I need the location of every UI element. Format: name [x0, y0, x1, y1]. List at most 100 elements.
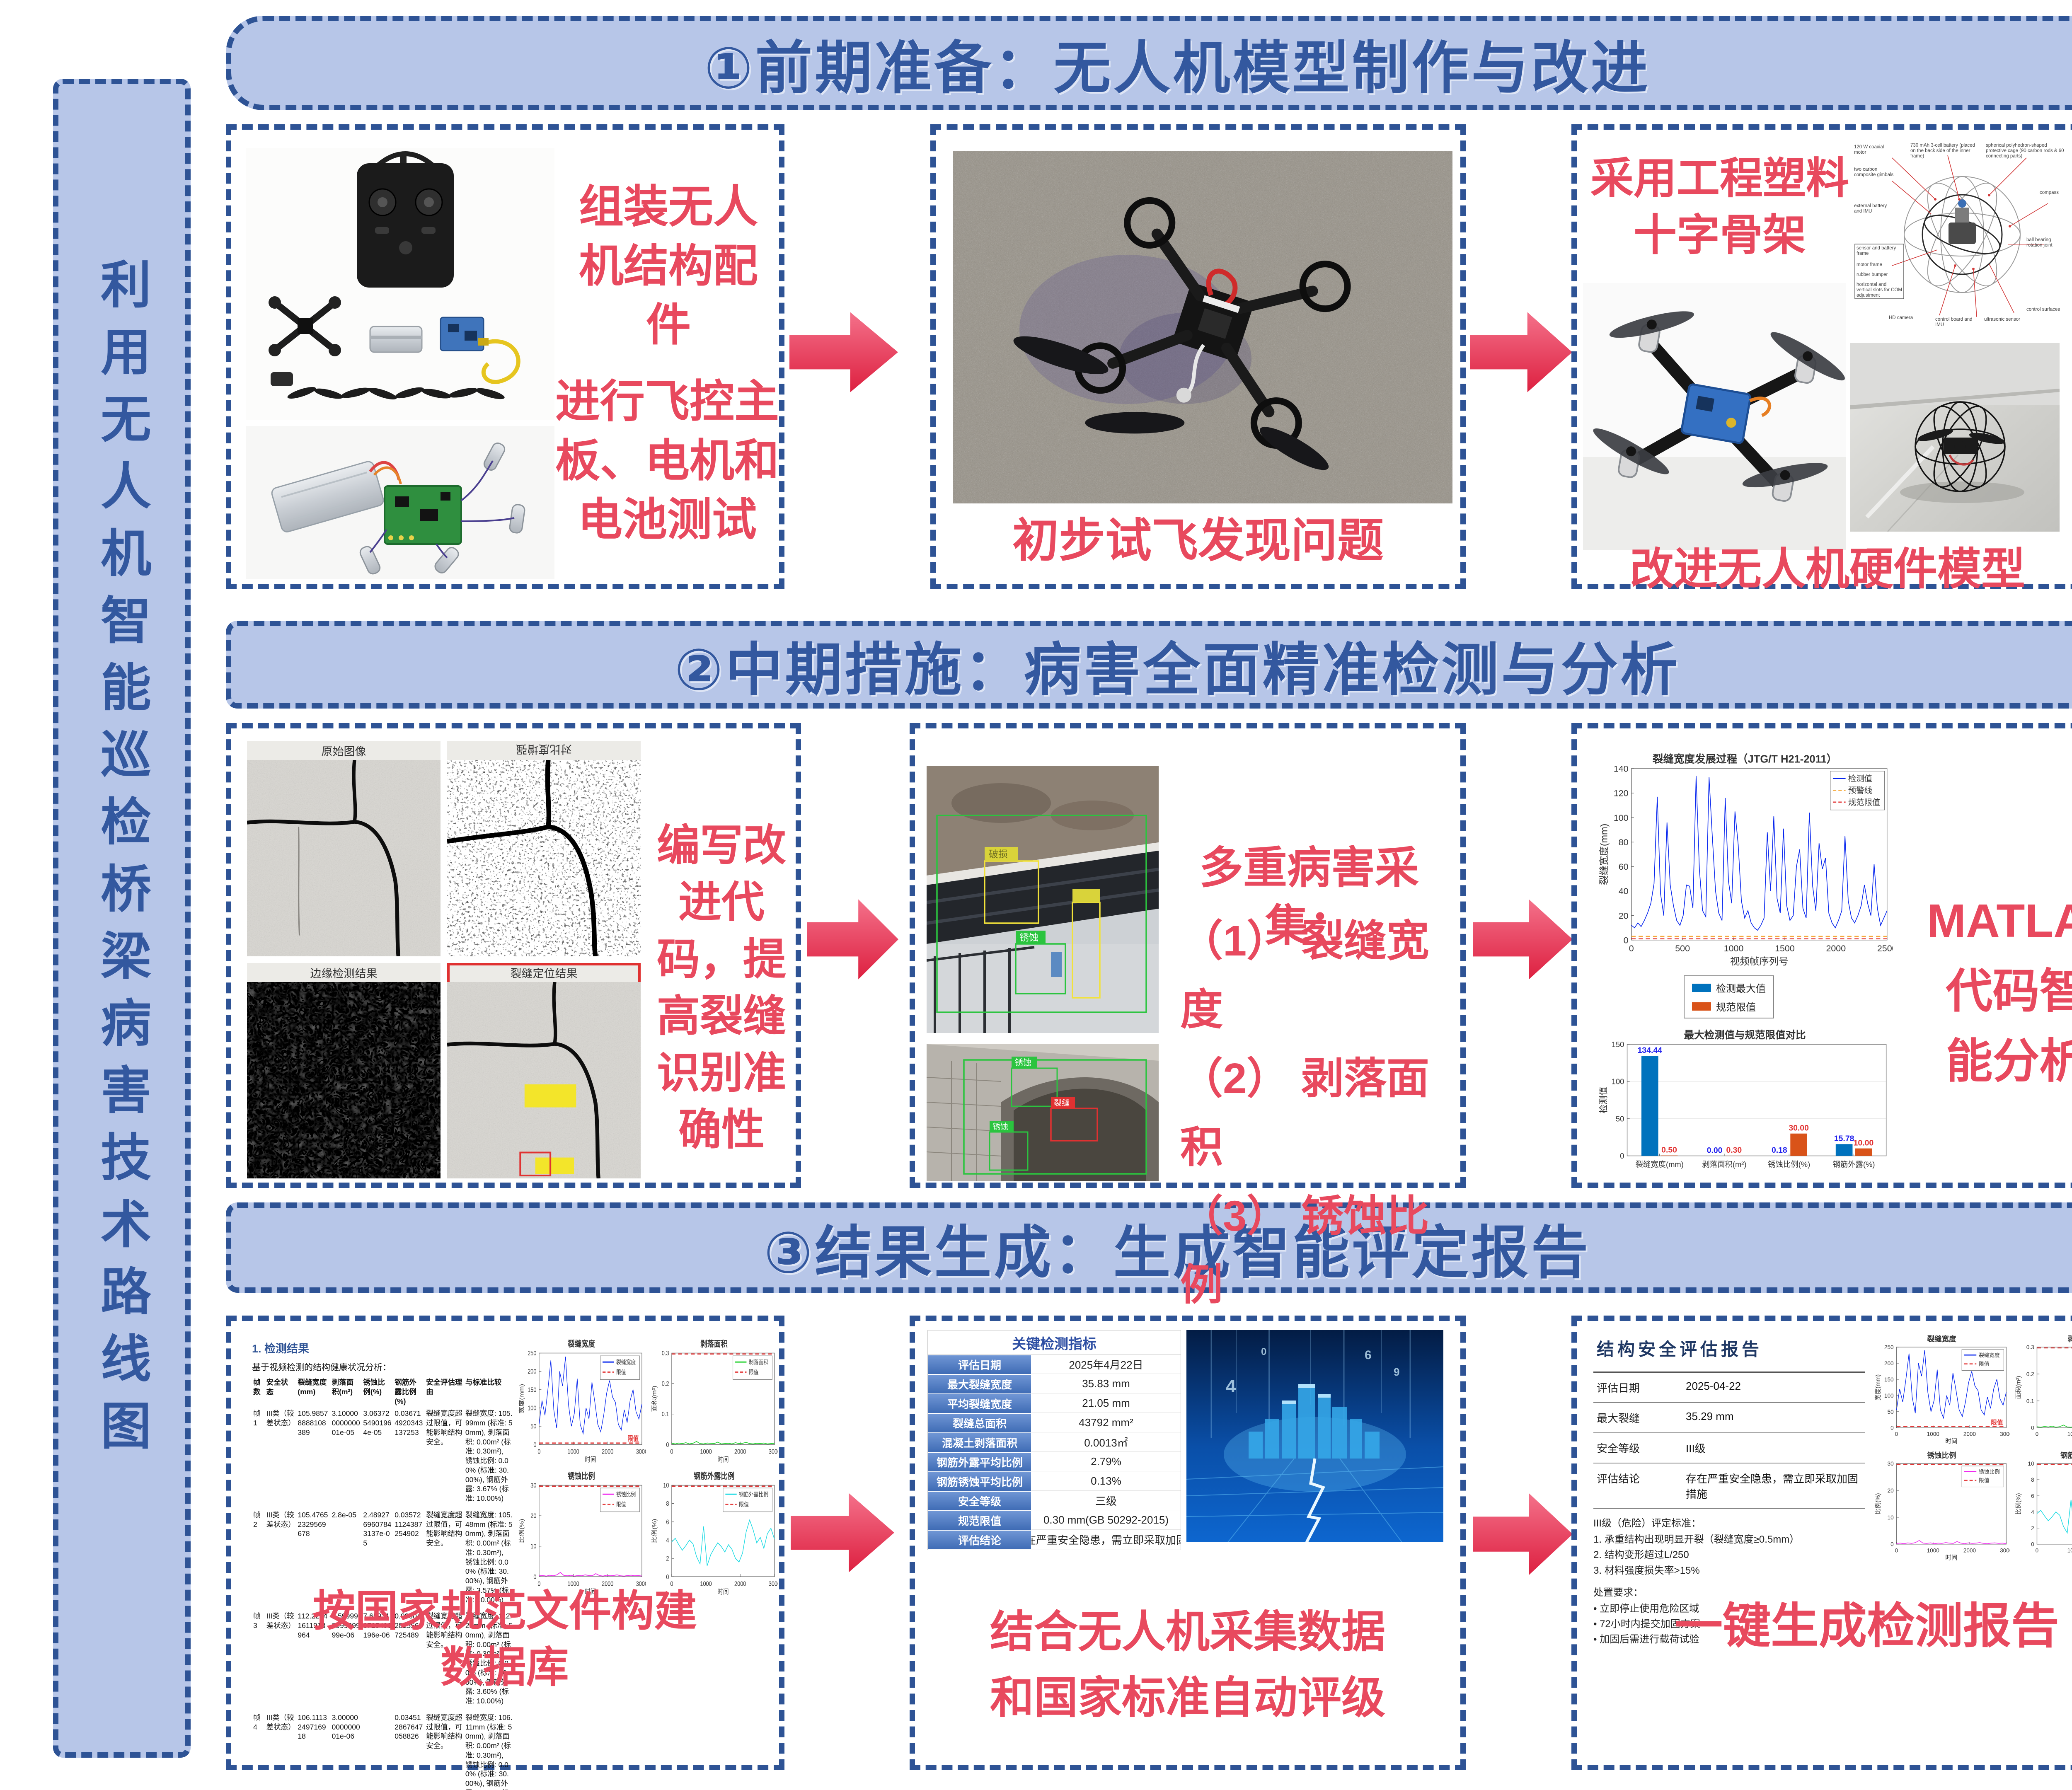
svg-text:50: 50	[1888, 1409, 1894, 1415]
table-cell: III类（较差状态）	[266, 1612, 295, 1630]
kv-value: 2.79%	[1031, 1452, 1181, 1471]
svg-text:0: 0	[1890, 1425, 1894, 1431]
legend-item-code-limit: 规范限值	[1692, 999, 1766, 1014]
diagram-annotation: two carbon composite gimbals	[1854, 167, 1894, 178]
legend-max-vs-limit: 检测最大值 规范限值	[1684, 975, 1774, 1018]
kv-value: 0.30 mm(GB 50292-2015)	[1031, 1511, 1181, 1530]
table-cell: 裂缝宽度: 105.99mm (标准: 50mm), 剥落面积: 0.00m² …	[465, 1409, 513, 1502]
section1-header-text: ①前期准备：无人机模型制作与改进	[704, 36, 1651, 100]
svg-text:2000: 2000	[1826, 943, 1846, 953]
kv-value: 2025年4月22日	[1031, 1355, 1181, 1374]
svg-text:宽度(mm): 宽度(mm)	[519, 1384, 525, 1414]
table-cell: 3.10000000000001e-05	[332, 1409, 360, 1437]
svg-text:10: 10	[530, 1543, 536, 1550]
table-cell: 105.98578888108389	[298, 1409, 328, 1437]
svg-text:140: 140	[1614, 764, 1629, 774]
svg-text:锈蚀: 锈蚀	[992, 1122, 1008, 1131]
svg-text:时间: 时间	[585, 1456, 596, 1464]
svg-text:0.2: 0.2	[2026, 1371, 2034, 1377]
table-header-cell: 锈蚀比例(%)	[363, 1378, 385, 1396]
svg-text:锈蚀比例: 锈蚀比例	[1927, 1451, 1956, 1459]
svg-text:锈蚀比例: 锈蚀比例	[1979, 1468, 2000, 1474]
svg-text:限值: 限值	[1979, 1477, 1990, 1483]
svg-text:剥落面积: 剥落面积	[700, 1339, 728, 1349]
report-field-row: 评估日期 2025-04-22	[1593, 1373, 1865, 1403]
svg-text:比例(%): 比例(%)	[651, 1519, 658, 1543]
legend-swatch-blue	[1692, 983, 1711, 992]
caption-improve-code: 编写改进代码，提高裂缝识别准确性	[656, 822, 786, 1154]
legend-item-detected-max: 检测最大值	[1692, 980, 1766, 995]
s2-disease-collection-box: 破损 锈蚀 锈蚀	[910, 723, 1466, 1446]
svg-text:锈蚀: 锈蚀	[1019, 932, 1038, 943]
s1-parts-assembly-box: 组装无人机结构配件 进行飞控主板、电机和电池测试	[226, 124, 784, 589]
diagram-annotation: HD camera	[1889, 315, 1913, 320]
svg-text:1000: 1000	[700, 1580, 712, 1587]
svg-text:钢筋外露比例: 钢筋外露比例	[739, 1490, 768, 1497]
svg-text:10: 10	[1888, 1514, 1894, 1520]
svg-text:100: 100	[1614, 813, 1629, 823]
s2-matlab-analysis-box: 裂缝宽度发展过程（JTG/T H21-2011） 0 500 1000 1500 2000…	[1571, 723, 2072, 1188]
frame-analysis-table: 帧数 安全状态 裂缝宽度(mm) 剥落面积(m²) 锈蚀比例(%) 钢筋外露比例(%) 安全…	[252, 1376, 514, 1790]
svg-text:时间: 时间	[585, 1588, 596, 1596]
caption-auto-rating: 结合无人机采集数据 和国家标准自动评级	[990, 1608, 1385, 1722]
table-cell: 帧3	[253, 1612, 261, 1630]
legend-swatch-orange	[1692, 1002, 1711, 1011]
diagram-annotation: spherical polyhedron-shaped protective c…	[1986, 143, 2064, 159]
s2-crack-code-box: 原始图像 对比度增强 边缘检测结果	[226, 723, 801, 1188]
caption-test-flight-problems: 初步试飞发现问题	[1012, 515, 1384, 566]
svg-text:100: 100	[1884, 1393, 1894, 1399]
svg-text:20: 20	[1619, 911, 1629, 921]
svg-text:6: 6	[1365, 1348, 1372, 1362]
svg-text:0: 0	[1620, 1151, 1624, 1160]
svg-text:0: 0	[666, 1442, 669, 1449]
svg-text:1000: 1000	[2067, 1431, 2072, 1437]
svg-text:0: 0	[2036, 1431, 2039, 1437]
svg-text:钢筋外露比例: 钢筋外露比例	[694, 1471, 734, 1481]
table-cell: 3.00000000000001e-06	[332, 1713, 360, 1741]
kv-label: 钢筋锈蚀平均比例	[928, 1472, 1031, 1491]
section2-header-text: ②中期措施：病害全面精准检测与分析	[674, 638, 1680, 702]
caption-multi-disease-title: 多重病害采集：	[1199, 844, 1419, 951]
table-cell: 1.59999999999999e-06	[332, 1612, 360, 1639]
svg-text:面积(m²): 面积(m²)	[651, 1386, 658, 1412]
report-intro: 基于视频检测的结构健康状况分析：	[252, 1363, 391, 1372]
svg-text:0: 0	[666, 1574, 669, 1581]
svg-text:50: 50	[1616, 1114, 1624, 1123]
crashed-drone-photo	[953, 151, 1452, 503]
diagram-annotation: 730 mAh 3-cell battery (placed on the ba…	[1910, 143, 1975, 159]
kv-label: 评估日期	[928, 1355, 1031, 1374]
svg-text:预警线: 预警线	[1848, 786, 1872, 795]
svg-text:0: 0	[2036, 1547, 2039, 1553]
svg-text:30.00: 30.00	[1789, 1123, 1809, 1132]
svg-text:1000: 1000	[567, 1580, 579, 1587]
flow-arrow-icon	[1473, 892, 1573, 987]
mini-charts-grid: 裂缝宽度0100020003000050100150200250时间宽度(mm)…	[1873, 1333, 2072, 1563]
diagram-annotation: rubber bumper	[1857, 272, 1888, 277]
kv-value: 三级	[1031, 1491, 1181, 1510]
kv-value: 存在严重安全隐患，需立即采取加固措	[1031, 1530, 1181, 1549]
chart-max-vs-limit-bar: 最大检测值与规范限值对比 0 50 100 150 检测值 裂缝宽度(mm) 134.44 0.…	[1597, 1025, 1893, 1178]
svg-text:0: 0	[1895, 1547, 1898, 1553]
diagram-annotation: control board and IMU	[1935, 317, 1973, 328]
svg-text:9: 9	[1394, 1366, 1399, 1378]
table-cell: 裂缝宽度: 106.11mm (标准: 50mm), 剥落面积: 0.00m² …	[465, 1713, 513, 1790]
table-cell: III类（较差状态）	[266, 1510, 295, 1529]
svg-text:250: 250	[1884, 1344, 1894, 1350]
roadmap-vertical-title: 利用无人机智能巡检桥梁病害技术路线图	[93, 258, 150, 1466]
svg-text:宽度(mm): 宽度(mm)	[1875, 1374, 1882, 1401]
svg-text:0: 0	[1895, 1431, 1898, 1437]
standard-item: 3. 材料强度损失率>15%	[1593, 1565, 1700, 1576]
svg-text:0: 0	[670, 1448, 673, 1455]
kv-label: 钢筋外露平均比例	[928, 1452, 1031, 1472]
svg-text:锈蚀: 锈蚀	[1015, 1058, 1031, 1067]
svg-text:134.44: 134.44	[1638, 1046, 1662, 1055]
diagram-annotation: motor frame	[1857, 262, 1882, 267]
svg-text:最大检测值与规范限值对比: 最大检测值与规范限值对比	[1684, 1029, 1806, 1041]
table-rows: 评估日期 2025年4月22日 最大裂缝宽度 35.83 mm 平均裂缝宽度 21.05 …	[928, 1355, 1181, 1550]
structural-safety-report: 结构安全评估报告 评估日期 2025-04-22 最大裂缝 35.29 mm 安全等级 I…	[1593, 1331, 1865, 1647]
